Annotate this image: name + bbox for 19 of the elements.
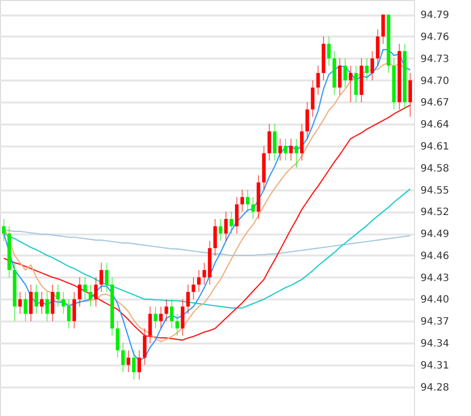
y-tick-label: 94.67 — [420, 98, 450, 109]
y-tick-label: 94.79 — [420, 10, 450, 22]
y-tick-label: 94.70 — [420, 76, 450, 87]
y-tick-label: 94.55 — [420, 185, 450, 196]
y-tick-label: 94.40 — [420, 294, 450, 306]
y-tick-label: 94.73 — [420, 54, 450, 65]
y-tick-label: 94.31 — [420, 360, 450, 372]
y-tick-label: 94.52 — [420, 207, 450, 218]
line-series — [3, 188, 411, 309]
y-tick-label: 94.76 — [420, 32, 450, 43]
y-tick-label: 94.43 — [420, 272, 450, 284]
y-tick-label: 94.46 — [420, 250, 450, 262]
y-tick-label: 94.34 — [420, 338, 450, 350]
y-tick-label: 94.49 — [420, 229, 450, 240]
y-tick-label: 94.61 — [420, 141, 450, 152]
y-tick-label: 94.58 — [420, 163, 450, 174]
y-tick-label: 94.37 — [420, 316, 450, 328]
y-tick-label: 94.28 — [420, 382, 450, 394]
y-tick-label: 94.64 — [420, 120, 450, 131]
